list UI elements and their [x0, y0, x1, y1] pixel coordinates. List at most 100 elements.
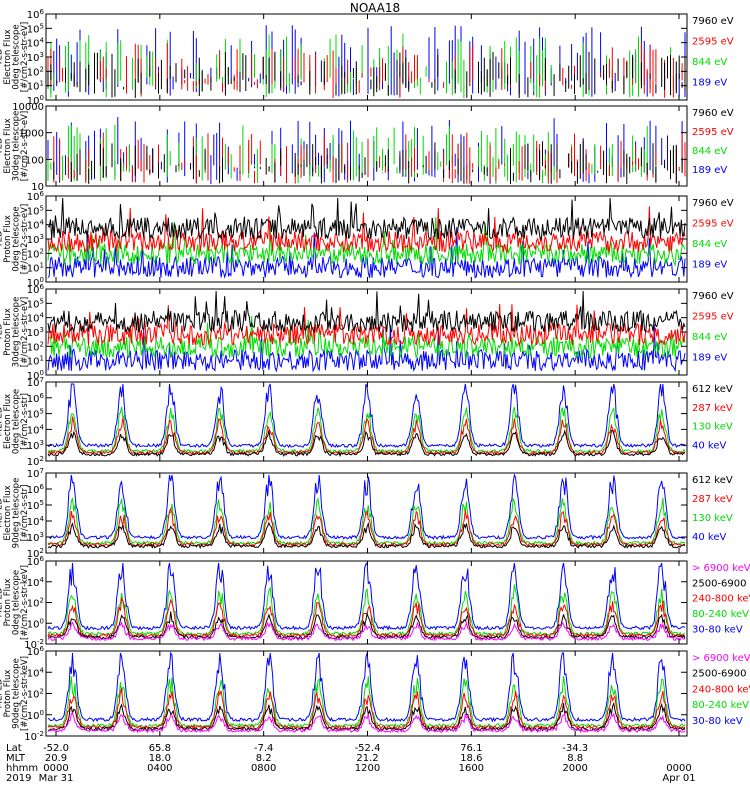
ytick-label-4-3: 105: [27, 408, 44, 421]
xaxis-row-label-0: Lat: [6, 743, 22, 754]
xaxis-row-label-2: hhmm: [6, 763, 38, 774]
xtick-label-hhmm-1: 0400: [147, 763, 172, 774]
series-line-0-0: [50, 25, 686, 97]
series-line-6-3: [47, 611, 686, 640]
series-line-3-3: [47, 290, 686, 334]
legend-entry-7-3: 80-240 keV: [692, 700, 749, 711]
legend-entry-4-3: 40 keV: [692, 440, 726, 451]
ytick-label-2-3: 103: [27, 233, 44, 246]
series-line-0-2: [47, 42, 683, 98]
ytick-label-3-4: 104: [27, 312, 45, 325]
legend-entry-2-2: 844 eV: [692, 239, 727, 250]
ylabel-line-3-2: 30deg telescope: [11, 297, 21, 368]
ytick-label-0-6: 106: [27, 8, 45, 21]
ytick-label-5-1: 103: [27, 531, 44, 544]
legend-entry-4-2: 130 keV: [692, 422, 733, 433]
legend-entry-1-0: 7960 eV: [692, 108, 734, 119]
panel-frame-7: [45, 650, 688, 737]
series-line-6-2: [47, 596, 686, 639]
ytick-label-3-5: 105: [27, 297, 44, 310]
legend-entry-0-0: 7960 eV: [692, 16, 734, 27]
legend-entry-3-1: 2595 eV: [692, 311, 734, 322]
chart-title: NOAA18: [349, 1, 401, 15]
ylabel-line-4-3: [#/cm2-s-str]: [20, 393, 30, 450]
ylabel-line-2-1: Proton Flux: [3, 215, 13, 263]
series-line-1-1: [47, 124, 674, 184]
panel-frame-4: [45, 381, 688, 462]
ylabel-line-6-3: [#/cm2-s-str-keV]: [20, 565, 30, 640]
ylabel-line-5-1: Electron Flux: [3, 485, 13, 540]
xtick-label-hhmm-5: 2000: [562, 763, 587, 774]
legend-entry-2-1: 2595 eV: [692, 218, 734, 229]
panel-frame-0: [45, 13, 688, 101]
xtick-label-hhmm-2: 0800: [251, 763, 276, 774]
legend-entry-0-1: 2595 eV: [692, 36, 734, 47]
legend-entry-5-2: 130 keV: [692, 513, 733, 524]
legend-entry-7-0: > 6900 keV: [692, 653, 750, 664]
ylabel-line-0-0: TED: [0, 48, 4, 67]
ytick-label-4-1: 103: [27, 439, 44, 452]
legend-entry-7-2: 240-800 keV: [692, 684, 750, 695]
legend-entry-6-4: 30-80 keV: [692, 624, 743, 635]
xtick-label-lat-1: 65.8: [149, 743, 171, 754]
legend-entry-1-1: 2595 eV: [692, 127, 734, 138]
ytick-label-5-3: 105: [27, 499, 44, 512]
ytick-label-2-5: 105: [27, 204, 44, 217]
ytick-label-2-1: 101: [27, 262, 44, 275]
ytick-label-2-2: 102: [27, 247, 44, 260]
ylabel-line-1-2: 30deg telescope: [11, 111, 21, 182]
series-line-5-3: [47, 521, 686, 549]
xtick-label-hhmm-0: 0000: [43, 763, 68, 774]
xtick-label-hhmm-3: 1200: [355, 763, 380, 774]
legend-entry-5-1: 287 keV: [692, 494, 733, 505]
legend-entry-3-0: 7960 eV: [692, 291, 734, 302]
ylabel-line-7-1: Proton Flux: [3, 670, 13, 718]
panel-frame-5: [45, 472, 688, 554]
legend-entry-2-0: 7960 eV: [692, 198, 734, 209]
legend-entry-0-3: 189 eV: [692, 77, 727, 88]
series-line-7-0: [48, 651, 686, 723]
series-line-1-2: [53, 132, 686, 184]
ytick-label-7-2: 102: [27, 688, 44, 701]
series-line-3-0: [47, 324, 686, 373]
ylabel-line-4-1: Electron Flux: [3, 394, 13, 449]
legend-entry-6-1: 2500-6900: [692, 578, 747, 589]
ytick-label-2-6: 106: [27, 190, 45, 203]
ytick-label-0-0: 100: [27, 94, 44, 107]
ytick-label-7-1: 100: [27, 709, 44, 722]
ylabel-line-6-1: Proton Flux: [3, 579, 13, 627]
ytick-label-6-2: 102: [27, 597, 44, 610]
ytick-label-0-2: 102: [27, 65, 44, 78]
ylabel-line-5-2: 90deg telescope: [11, 478, 21, 549]
ytick-label-7-0: 10-2: [24, 730, 44, 743]
panel-frame-6: [45, 560, 688, 645]
ytick-label-0-5: 105: [27, 22, 44, 35]
ytick-label-5-2: 104: [27, 515, 45, 528]
ylabel-line-3-0: TED: [0, 323, 4, 342]
legend-entry-3-3: 189 eV: [692, 352, 727, 363]
series-line-6-0: [47, 562, 686, 631]
series-line-5-2: [47, 507, 686, 548]
ytick-label-3-6: 106: [27, 283, 45, 296]
xtick-label-mlt-5: 8.8: [567, 753, 583, 764]
ytick-label-6-0: 10-2: [24, 638, 44, 651]
ylabel-line-1-0: TED: [0, 137, 4, 156]
xtick-label-mlt-4: 18.6: [460, 753, 482, 764]
ylabel-line-0-1: Electron Flux: [3, 29, 13, 84]
series-line-2-2: [47, 206, 686, 254]
legend-entry-7-4: 30-80 keV: [692, 716, 743, 727]
ytick-label-1-2: 1000: [19, 129, 44, 140]
xtick-label-lat-4: 76.1: [460, 743, 482, 754]
legend-entry-6-2: 240-800 keV: [692, 594, 750, 605]
series-line-2-3: [47, 197, 686, 241]
xtick-label-date-6: Apr 01: [662, 773, 695, 784]
ytick-label-0-3: 103: [27, 51, 44, 64]
xtick-label-lat-3: -52.4: [355, 743, 381, 754]
ylabel-line-6-2: 0deg telescope: [11, 570, 21, 635]
series-line-0-3: [47, 51, 686, 98]
ytick-label-3-2: 102: [27, 340, 44, 353]
series-line-7-2: [47, 687, 686, 731]
ylabel-line-0-3: [#/cm2-s-str-eV]: [20, 22, 30, 92]
series-line-4-2: [47, 416, 686, 456]
series-line-6-1: [47, 584, 686, 637]
